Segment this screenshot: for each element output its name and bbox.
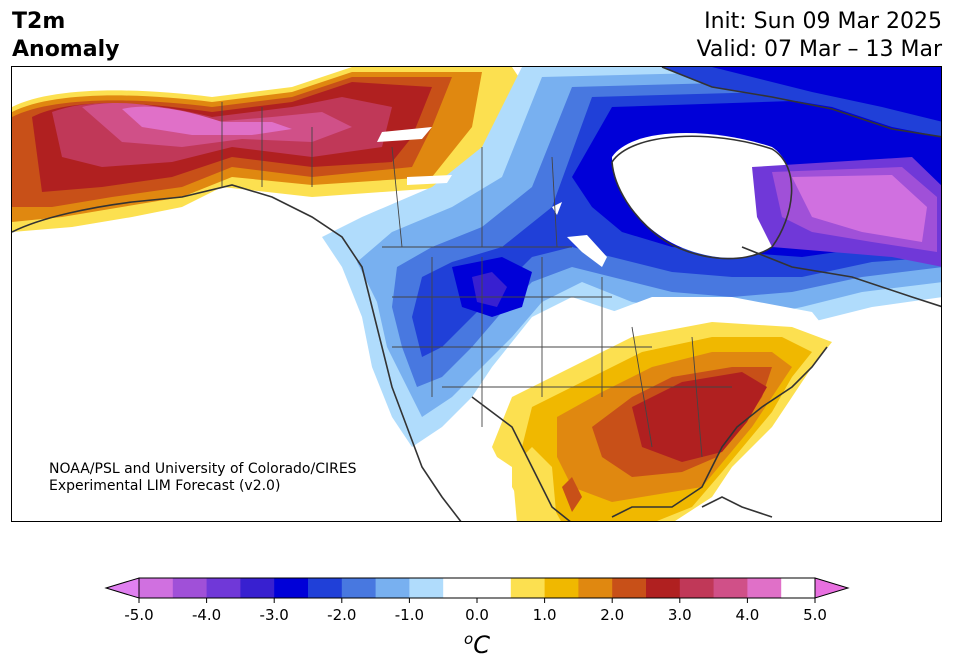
colorbar-bin bbox=[240, 578, 275, 598]
colorbar-bin bbox=[172, 578, 208, 598]
colorbar-bin bbox=[206, 578, 241, 598]
colorbar-tick-label: -3.0 bbox=[260, 606, 289, 624]
valid-range: Valid: 07 Mar – 13 Mar bbox=[696, 37, 942, 62]
colorbar-bin bbox=[612, 578, 647, 598]
colorbar-bin bbox=[747, 578, 782, 598]
colorbar-tick-label: 3.0 bbox=[668, 606, 692, 624]
colorbar-bin bbox=[375, 578, 410, 598]
colorbar-tick-label: -4.0 bbox=[192, 606, 221, 624]
colorbar: -5.0 -4.0 -3.0 -2.0 -1.0 0.0 1.0 2.0 3.0 4.0 5.0 bbox=[104, 577, 850, 624]
colorbar-bin bbox=[578, 578, 613, 598]
colorbar-tick-label: 1.0 bbox=[533, 606, 557, 624]
colorbar-bin bbox=[679, 578, 715, 598]
forecast-dates: Init: Sun 09 Mar 2025 Valid: 07 Mar – 13… bbox=[697, 8, 942, 64]
colorbar-tick-label: 5.0 bbox=[803, 606, 827, 624]
colorbar-tick-label: -1.0 bbox=[395, 606, 424, 624]
credit-line1: NOAA/PSL and University of Colorado/CIRE… bbox=[49, 461, 357, 477]
colorbar-bin bbox=[544, 578, 579, 598]
map-title-line1: T2m bbox=[12, 9, 66, 34]
colorbar-over-arrow bbox=[814, 577, 850, 599]
colorbar-unit-degree: o bbox=[464, 630, 474, 648]
credit-text: NOAA/PSL and University of Colorado/CIRE… bbox=[49, 461, 357, 495]
colorbar-tick-label: -2.0 bbox=[327, 606, 356, 624]
colorbar-bin bbox=[409, 578, 444, 598]
anomaly-map bbox=[11, 66, 942, 522]
colorbar-tick-label: 4.0 bbox=[735, 606, 759, 624]
colorbar-bins bbox=[139, 578, 816, 598]
map-title-line2: Anomaly bbox=[12, 37, 120, 62]
colorbar-bin bbox=[781, 578, 816, 598]
colorbar-bin bbox=[274, 578, 309, 598]
colorbar-bin bbox=[713, 578, 748, 598]
colorbar-tick-label: 0.0 bbox=[465, 606, 489, 624]
colorbar-unit: oC bbox=[0, 630, 954, 659]
colorbar-unit-main: C bbox=[473, 631, 490, 659]
colorbar-tick-label: 2.0 bbox=[600, 606, 624, 624]
colorbar-bin bbox=[139, 578, 174, 598]
colorbar-bin bbox=[510, 578, 546, 598]
colorbar-bin bbox=[308, 578, 343, 598]
colorbar-bin bbox=[646, 578, 681, 598]
colorbar-bin bbox=[443, 578, 512, 598]
credit-line2: Experimental LIM Forecast (v2.0) bbox=[49, 478, 281, 494]
colorbar-bin bbox=[341, 578, 377, 598]
colorbar-tick-label: -5.0 bbox=[124, 606, 153, 624]
map-title: T2m Anomaly bbox=[12, 8, 119, 64]
colorbar-ticks: -5.0 -4.0 -3.0 -2.0 -1.0 0.0 1.0 2.0 3.0 4.0 5.0 bbox=[124, 598, 827, 624]
colorbar-under-arrow bbox=[104, 577, 140, 599]
init-date: Init: Sun 09 Mar 2025 bbox=[704, 9, 942, 34]
anomaly-map-svg bbox=[12, 67, 941, 521]
